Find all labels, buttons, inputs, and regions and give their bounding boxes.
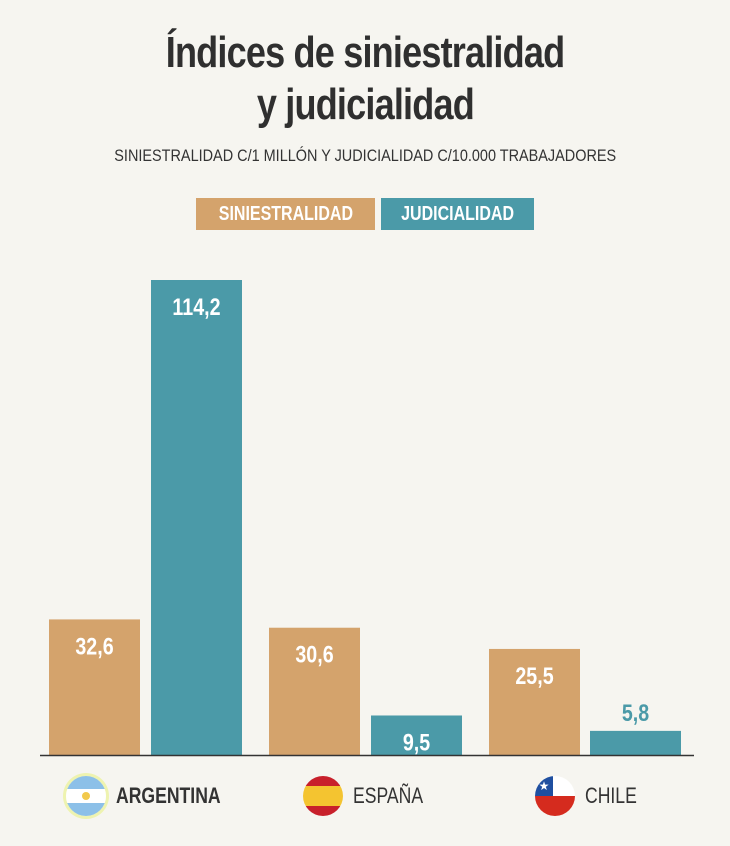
bar-siniestralidad-2	[489, 648, 580, 755]
data-label: 114,2	[172, 293, 220, 320]
argentina-flag-icon	[66, 776, 106, 816]
chart-title-line-1: Índices de siniestralidad	[165, 28, 565, 77]
data-label: 25,5	[515, 662, 553, 689]
category-label: CHILE	[585, 783, 637, 808]
bar-siniestralidad-1	[269, 627, 360, 755]
chile-flag-icon: ★	[535, 776, 575, 816]
category-label: ESPAÑA	[353, 783, 424, 808]
legend-item-judicialidad: JUDICIALIDAD	[381, 198, 535, 230]
data-label: 9,5	[403, 729, 430, 756]
chart-title-line-2: y judicialidad	[256, 80, 474, 129]
bar-judicialidad-2	[590, 730, 681, 755]
legend-item-siniestralidad: SINIESTRALIDAD	[195, 198, 376, 230]
bar-siniestralidad-0	[49, 619, 140, 755]
category-label: ARGENTINA	[116, 783, 221, 808]
bar-judicialidad-0	[151, 280, 242, 755]
category-espana: ESPAÑA	[303, 776, 441, 816]
category-argentina: ARGENTINA	[66, 776, 247, 816]
data-label: 32,6	[75, 633, 113, 660]
bar-judicialidad-1	[371, 715, 462, 755]
chart-subtitle: SINIESTRALIDAD C/1 MILLÓN Y JUDICIALIDAD…	[114, 146, 616, 165]
legend: SINIESTRALIDAD JUDICIALIDAD	[0, 198, 730, 230]
category-chile: ★ CHILE	[535, 776, 650, 816]
data-label: 30,6	[295, 641, 333, 668]
spain-flag-icon	[303, 776, 343, 816]
data-label: 5,8	[622, 699, 649, 726]
